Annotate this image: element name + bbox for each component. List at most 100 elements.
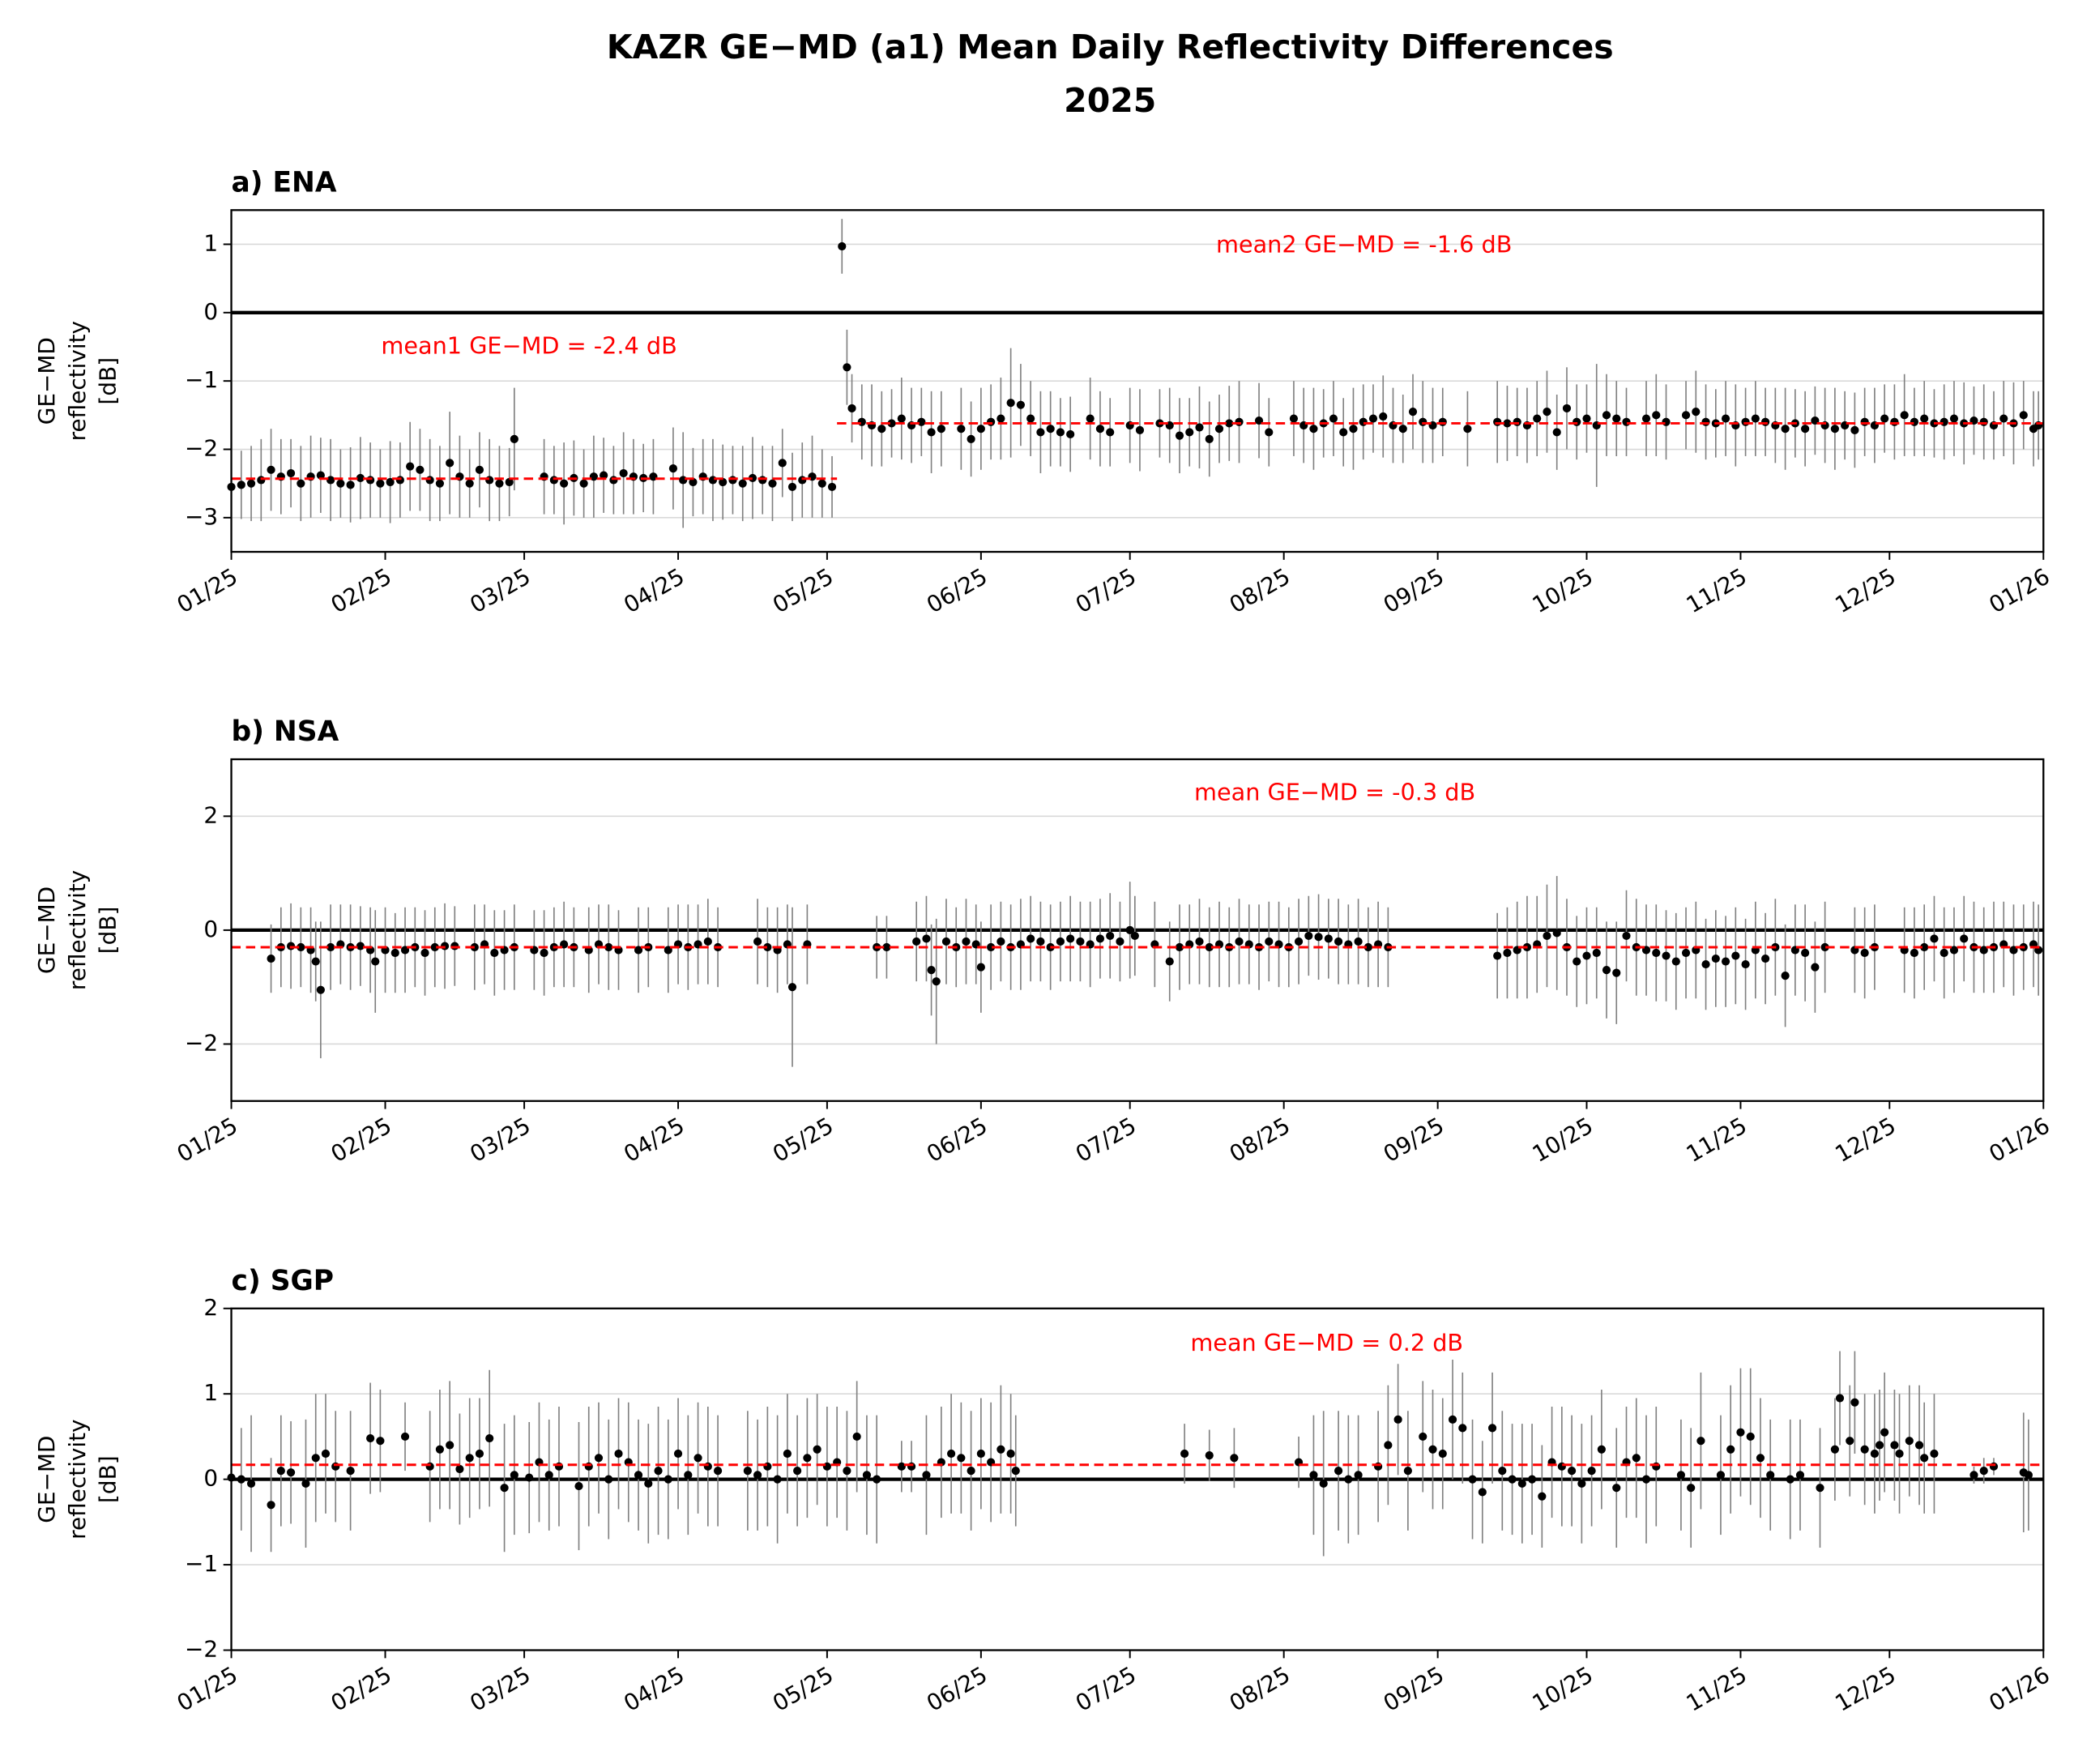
data-point — [932, 977, 941, 986]
data-point — [1349, 425, 1358, 434]
data-point — [778, 459, 787, 468]
data-point — [1870, 1449, 1879, 1459]
data-point — [962, 937, 971, 946]
data-point — [738, 479, 747, 488]
data-point — [395, 476, 404, 485]
data-point — [1696, 1437, 1705, 1446]
data-point — [1641, 1475, 1651, 1484]
data-point — [679, 476, 688, 485]
data-point — [743, 1467, 752, 1476]
data-point — [897, 414, 906, 423]
data-point — [316, 985, 325, 994]
data-point — [1214, 425, 1224, 434]
data-point — [987, 942, 996, 952]
data-point — [1125, 925, 1134, 934]
data-point — [1503, 948, 1512, 958]
data-point — [2024, 1471, 2033, 1480]
y-tick-label: 1 — [203, 229, 218, 256]
data-point — [689, 477, 698, 487]
data-point — [847, 404, 856, 412]
data-point — [1354, 1471, 1363, 1480]
data-point — [1632, 1454, 1641, 1463]
data-point — [1681, 948, 1691, 958]
data-point — [703, 937, 712, 946]
data-point — [1195, 937, 1204, 946]
data-point — [594, 1454, 604, 1463]
data-point — [609, 476, 618, 485]
data-point — [897, 1462, 906, 1471]
data-point — [1786, 1475, 1794, 1484]
data-point — [1066, 429, 1075, 439]
data-point — [1513, 417, 1521, 426]
y-tick-label: 0 — [203, 1465, 218, 1492]
data-point — [1801, 425, 1810, 434]
data-point — [1552, 428, 1561, 437]
data-point — [649, 472, 658, 481]
data-point — [1711, 954, 1720, 963]
data-point — [1448, 1415, 1457, 1424]
data-point — [257, 476, 266, 485]
data-point — [1265, 937, 1274, 946]
data-point — [976, 425, 985, 434]
y-axis-label: GE−MD — [33, 337, 60, 425]
data-point — [1309, 1471, 1318, 1480]
panel-title: c) SGP — [232, 1265, 335, 1297]
data-point — [579, 479, 588, 488]
data-point — [276, 1467, 285, 1476]
data-point — [1011, 1467, 1020, 1476]
data-point — [1116, 937, 1124, 946]
data-point — [1573, 417, 1581, 426]
data-point — [763, 942, 772, 952]
data-point — [1979, 417, 1988, 426]
data-point — [1006, 399, 1015, 408]
data-point — [719, 477, 728, 487]
data-point — [947, 1449, 956, 1459]
data-point — [1463, 425, 1472, 434]
data-point — [495, 479, 504, 488]
data-point — [1314, 933, 1323, 942]
data-point — [1398, 425, 1407, 434]
data-point — [1478, 1488, 1487, 1497]
data-point — [922, 934, 931, 943]
data-point — [1419, 417, 1427, 426]
data-point — [987, 417, 996, 426]
data-point — [1949, 414, 1959, 423]
data-point — [1419, 1432, 1427, 1442]
data-point — [366, 1433, 375, 1443]
data-point — [286, 1468, 296, 1477]
panel-title: b) NSA — [232, 715, 339, 748]
data-point — [604, 942, 613, 952]
data-point — [356, 942, 365, 950]
data-point — [1662, 417, 1671, 426]
data-point — [1731, 951, 1740, 960]
data-point — [1671, 957, 1680, 966]
mean-annotation: mean2 GE−MD = -1.6 dB — [1216, 231, 1512, 258]
data-point — [1533, 414, 1542, 423]
y-tick-label: −2 — [185, 1636, 218, 1663]
data-point — [1999, 414, 2008, 423]
data-point — [1493, 951, 1502, 960]
y-tick-label: 1 — [203, 1379, 218, 1406]
data-point — [1969, 1471, 1978, 1480]
data-point — [843, 1467, 851, 1476]
data-point — [1622, 417, 1631, 426]
data-point — [1602, 411, 1611, 420]
data-point — [326, 476, 335, 485]
data-point — [1577, 1479, 1586, 1489]
data-point — [957, 1454, 966, 1463]
y-tick-label: −1 — [185, 1550, 218, 1577]
data-point — [862, 1471, 872, 1480]
data-point — [1195, 423, 1204, 432]
data-point — [1920, 1454, 1929, 1463]
data-point — [1930, 934, 1939, 943]
data-point — [1036, 937, 1045, 946]
data-point — [1175, 942, 1184, 952]
data-point — [1205, 942, 1214, 952]
data-point — [1354, 937, 1363, 946]
data-point — [793, 1467, 802, 1476]
data-point — [1254, 416, 1264, 425]
data-point — [465, 1454, 474, 1463]
data-point — [1681, 411, 1691, 420]
data-point — [1721, 414, 1730, 423]
data-point — [485, 1433, 494, 1443]
